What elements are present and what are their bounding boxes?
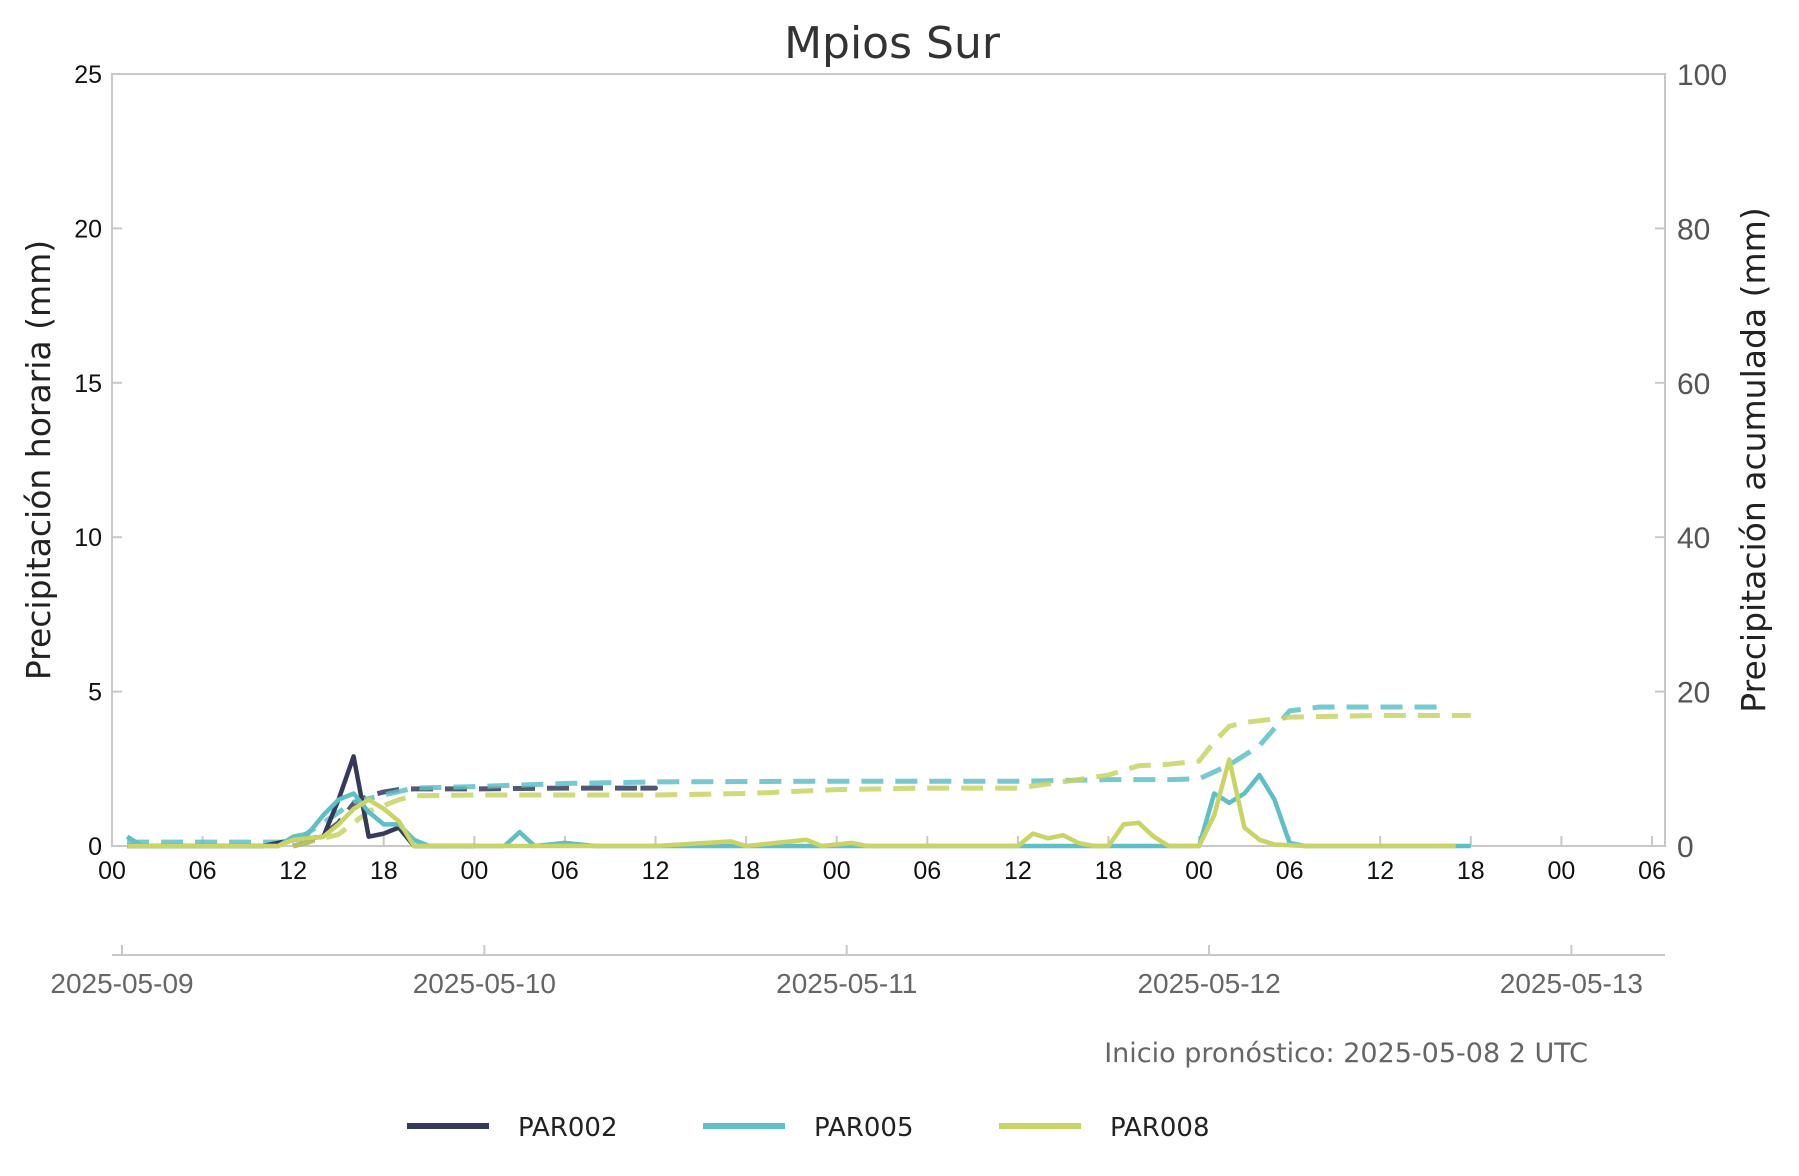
x-hour-tick-label: 18 (732, 857, 760, 885)
y-left-tick-label: 20 (74, 215, 102, 243)
y-right-tick-label: 0 (1677, 831, 1694, 864)
legend-label-par008: PAR008 (1110, 1113, 1210, 1143)
hourly-line-par008 (127, 757, 1456, 849)
x-hour-tick-label: 00 (1548, 857, 1576, 885)
x-hour-tick-label: 06 (189, 857, 217, 885)
y-right-tick-label: 40 (1677, 522, 1710, 555)
x-axis-hours: 00 06 12 18 00 06 12 18 00 06 12 18 00 06 12 18 00 06 (98, 836, 1666, 885)
y-axis-left: 0 5 10 15 20 25 (74, 61, 122, 861)
y-left-tick-label: 5 (88, 679, 102, 707)
x-hour-tick-label: 18 (1095, 857, 1123, 885)
x-date-tick-label: 2025-05-13 (1500, 968, 1643, 999)
y-right-tick-label: 100 (1677, 59, 1727, 92)
legend: PAR002 PAR005 PAR008 (407, 1113, 1210, 1143)
x-hour-tick-label: 12 (1366, 857, 1394, 885)
x-hour-tick-label: 06 (1638, 857, 1666, 885)
x-date-tick-label: 2025-05-12 (1137, 968, 1280, 999)
x-date-tick-label: 2025-05-10 (413, 968, 556, 999)
legend-label-par005: PAR005 (814, 1113, 914, 1143)
plot-frame (111, 73, 1666, 847)
y-left-tick-label: 10 (74, 524, 102, 552)
x-date-tick-label: 2025-05-11 (776, 968, 917, 999)
x-hour-tick-label: 00 (98, 857, 126, 885)
accumulated-line-par002 (292, 785, 658, 849)
y-left-tick-label: 0 (88, 833, 102, 861)
y-axis-right: 0 20 40 60 80 100 (1655, 59, 1727, 864)
chart-title: Mpios Sur (784, 18, 1001, 69)
x-hour-tick-label: 18 (1457, 857, 1485, 885)
x-hour-tick-label: 06 (913, 857, 941, 885)
x-axis-dates: 2025-05-09 2025-05-10 2025-05-11 2025-05-12… (50, 945, 1643, 999)
y-left-tick-label: 25 (74, 61, 102, 89)
forecast-start-annotation: Inicio pronóstico: 2025-05-08 2 UTC (1104, 1038, 1588, 1069)
hourly-series (125, 754, 1471, 849)
x-hour-tick-label: 12 (642, 857, 670, 885)
y-axis-right-label: Precipitación acumulada (mm) (1734, 207, 1773, 712)
x-hour-tick-label: 06 (1276, 857, 1304, 885)
x-date-tick-label: 2025-05-09 (50, 968, 193, 999)
x-hour-tick-label: 00 (460, 857, 488, 885)
x-hour-tick-label: 12 (279, 857, 307, 885)
x-hour-tick-label: 00 (823, 857, 851, 885)
x-hour-tick-label: 06 (551, 857, 579, 885)
x-hour-tick-label: 18 (370, 857, 398, 885)
hourly-line-par002 (127, 754, 475, 849)
y-right-tick-label: 80 (1677, 213, 1710, 246)
y-right-tick-label: 20 (1677, 677, 1710, 710)
hourly-line-par005 (125, 772, 1471, 849)
legend-label-par002: PAR002 (518, 1113, 618, 1143)
accumulated-line-par008 (292, 713, 1471, 849)
x-hour-tick-label: 12 (1004, 857, 1032, 885)
y-left-tick-label: 15 (74, 370, 102, 398)
y-axis-left-label: Precipitación horaria (mm) (19, 240, 58, 680)
x-hour-tick-label: 00 (1185, 857, 1213, 885)
y-right-tick-label: 60 (1677, 368, 1710, 401)
